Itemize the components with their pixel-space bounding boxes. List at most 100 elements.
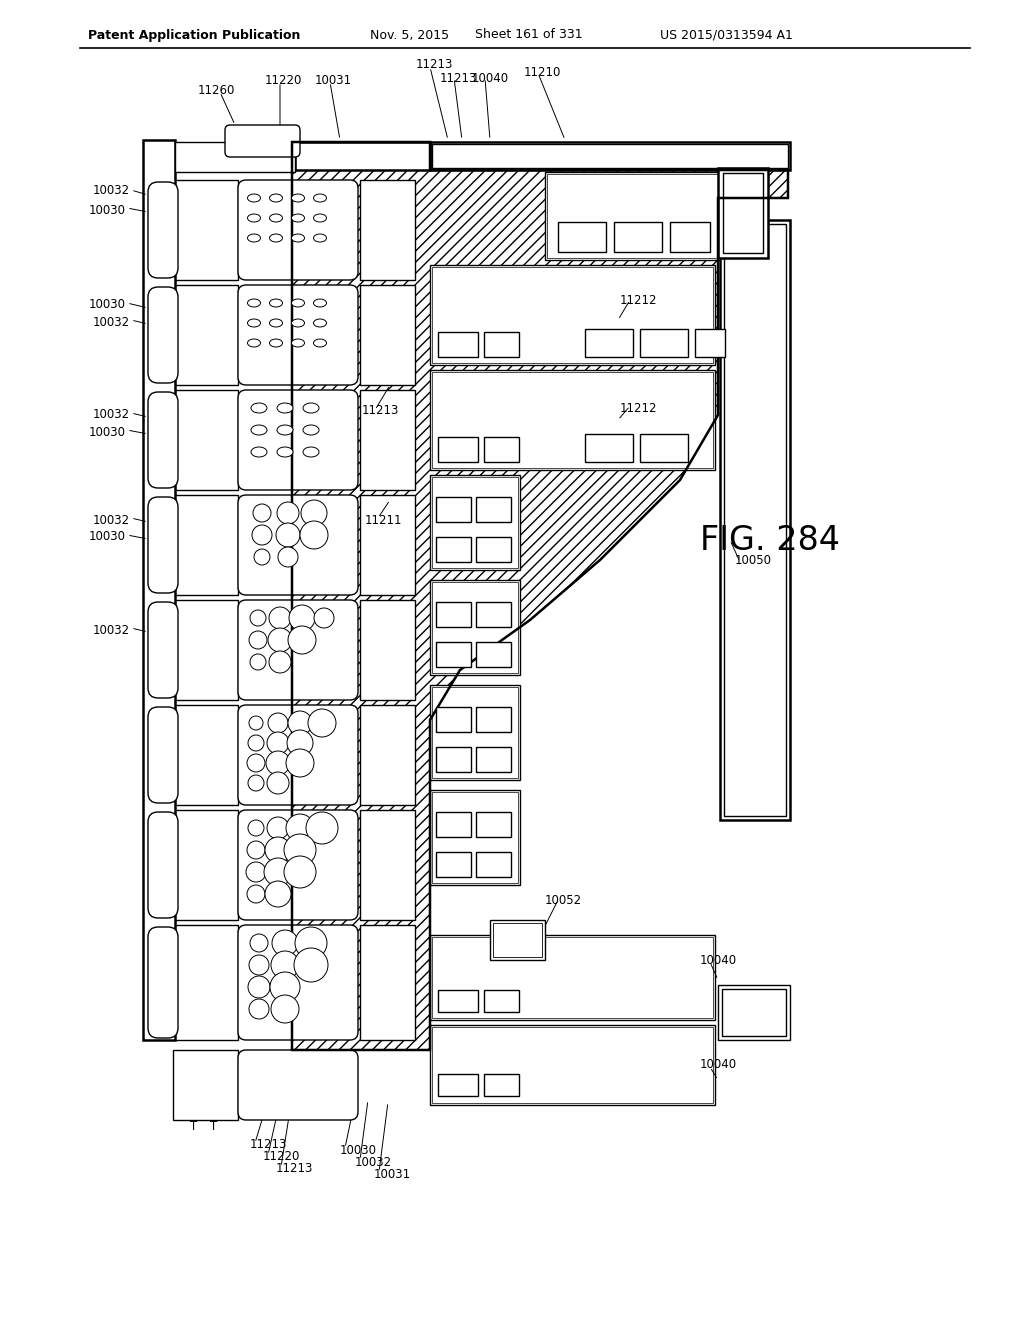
- FancyBboxPatch shape: [148, 392, 178, 488]
- Bar: [432, 267, 713, 363]
- Bar: [173, 925, 238, 1040]
- Bar: [476, 537, 511, 562]
- Text: 10031: 10031: [315, 74, 352, 87]
- Bar: [476, 602, 511, 627]
- Bar: [476, 498, 511, 521]
- Bar: [174, 1051, 237, 1119]
- Circle shape: [287, 730, 313, 756]
- Ellipse shape: [292, 339, 304, 347]
- Bar: [361, 706, 414, 804]
- Circle shape: [247, 754, 265, 772]
- Circle shape: [276, 523, 300, 546]
- Bar: [430, 143, 545, 170]
- Circle shape: [272, 931, 298, 956]
- Bar: [558, 222, 606, 252]
- Bar: [360, 389, 415, 490]
- Bar: [360, 180, 415, 280]
- Bar: [360, 495, 415, 595]
- Circle shape: [248, 735, 264, 751]
- Ellipse shape: [303, 425, 319, 436]
- Ellipse shape: [248, 339, 260, 347]
- Circle shape: [314, 609, 334, 628]
- Ellipse shape: [248, 194, 260, 202]
- Bar: [430, 789, 520, 884]
- Bar: [438, 990, 478, 1012]
- Circle shape: [271, 995, 299, 1023]
- Circle shape: [266, 751, 290, 775]
- Bar: [493, 923, 542, 957]
- FancyBboxPatch shape: [238, 495, 358, 595]
- Circle shape: [270, 972, 300, 1002]
- Bar: [438, 333, 478, 356]
- Ellipse shape: [248, 234, 260, 242]
- Bar: [360, 925, 415, 1040]
- Circle shape: [249, 631, 267, 649]
- Bar: [436, 708, 471, 733]
- Text: 10032: 10032: [93, 408, 130, 421]
- Text: 10032: 10032: [93, 183, 130, 197]
- Bar: [547, 174, 718, 257]
- Bar: [361, 286, 414, 384]
- FancyBboxPatch shape: [148, 182, 178, 279]
- Bar: [432, 686, 518, 777]
- Bar: [432, 937, 713, 1018]
- Text: 11213: 11213: [440, 71, 477, 84]
- Bar: [174, 810, 237, 919]
- Circle shape: [267, 817, 289, 840]
- Bar: [718, 168, 768, 257]
- Bar: [436, 537, 471, 562]
- FancyBboxPatch shape: [238, 389, 358, 490]
- Text: 11260: 11260: [198, 83, 236, 96]
- Text: 10040: 10040: [700, 953, 737, 966]
- FancyBboxPatch shape: [148, 927, 178, 1038]
- Circle shape: [306, 812, 338, 843]
- Ellipse shape: [248, 214, 260, 222]
- Bar: [484, 437, 519, 462]
- Circle shape: [284, 834, 316, 866]
- Bar: [173, 705, 238, 805]
- Ellipse shape: [292, 300, 304, 308]
- Ellipse shape: [269, 300, 283, 308]
- Bar: [436, 642, 471, 667]
- Circle shape: [286, 814, 314, 842]
- Circle shape: [247, 841, 265, 859]
- Text: 11212: 11212: [620, 293, 657, 306]
- Bar: [174, 496, 237, 594]
- Bar: [436, 602, 471, 627]
- Bar: [360, 810, 415, 920]
- Bar: [640, 329, 688, 356]
- FancyBboxPatch shape: [238, 285, 358, 385]
- Bar: [724, 224, 786, 816]
- Bar: [430, 370, 715, 470]
- Text: 11220: 11220: [265, 74, 302, 87]
- Bar: [430, 143, 790, 170]
- Bar: [432, 144, 610, 168]
- Bar: [432, 144, 788, 168]
- Text: 10032: 10032: [355, 1155, 392, 1168]
- Bar: [484, 1074, 519, 1096]
- Ellipse shape: [269, 234, 283, 242]
- Ellipse shape: [292, 234, 304, 242]
- Bar: [430, 685, 520, 780]
- Ellipse shape: [248, 300, 260, 308]
- Circle shape: [248, 820, 264, 836]
- Circle shape: [268, 713, 288, 733]
- Circle shape: [265, 837, 291, 863]
- Bar: [432, 1027, 713, 1104]
- Bar: [174, 927, 237, 1039]
- Text: US 2015/0313594 A1: US 2015/0313594 A1: [660, 29, 793, 41]
- Text: 10052: 10052: [545, 894, 582, 907]
- FancyBboxPatch shape: [225, 125, 300, 157]
- Bar: [295, 143, 430, 170]
- Bar: [174, 391, 237, 488]
- Bar: [361, 496, 414, 594]
- Text: 10030: 10030: [89, 298, 126, 312]
- Bar: [438, 437, 478, 462]
- Text: 10032: 10032: [93, 513, 130, 527]
- Circle shape: [300, 521, 328, 549]
- Bar: [430, 935, 715, 1020]
- Circle shape: [254, 549, 270, 565]
- Circle shape: [286, 748, 314, 777]
- Bar: [173, 180, 238, 280]
- Circle shape: [249, 999, 269, 1019]
